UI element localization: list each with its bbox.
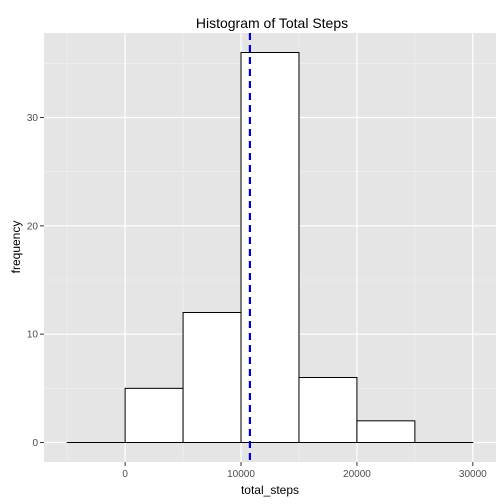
y-tick-label: 30 [27, 113, 39, 124]
y-axis-label: frequency [9, 221, 23, 274]
histogram-bar [124, 387, 184, 444]
x-axis-ticks: 0 10000 20000 30000 [122, 462, 487, 480]
histogram-bar [182, 312, 242, 443]
x-tick-label: 0 [122, 469, 128, 480]
y-tick-label: 0 [32, 438, 38, 449]
y-axis-ticks: 0 10 20 30 [27, 113, 44, 449]
y-tick-label: 20 [27, 221, 39, 232]
y-tick-label: 10 [27, 330, 39, 341]
histogram-bar [298, 377, 358, 443]
histogram-bar [356, 420, 416, 444]
x-tick-label: 30000 [459, 469, 487, 480]
x-tick-label: 10000 [227, 469, 255, 480]
x-tick-label: 20000 [343, 469, 371, 480]
chart-title: Histogram of Total Steps [196, 15, 348, 31]
x-axis-label: total_steps [241, 483, 299, 497]
